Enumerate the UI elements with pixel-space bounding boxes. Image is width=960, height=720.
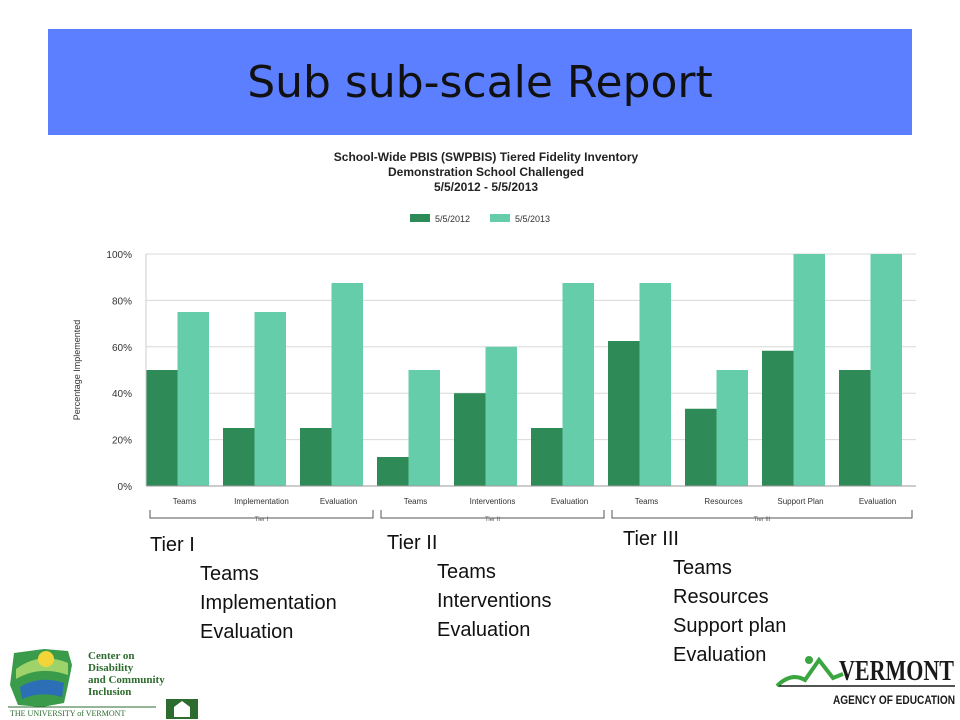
group-label: Tier III: [754, 517, 771, 523]
cdci-line: and Community: [88, 674, 165, 686]
y-tick-label: 80%: [112, 296, 132, 307]
y-tick-label: 100%: [106, 250, 132, 261]
cdci-line: Disability: [88, 662, 134, 674]
group-label: Tier I: [255, 517, 269, 523]
chart-subtitle-school: Demonstration School Challenged: [387, 165, 585, 179]
bar: [377, 457, 409, 486]
tier-2-item: Interventions: [437, 590, 552, 612]
bar: [254, 312, 286, 486]
vermont-text: VERMONT: [839, 656, 954, 687]
tier-3-item: Evaluation: [673, 644, 767, 666]
vermont-agency-logo: VERMONT AGENCY OF EDUCATION: [775, 656, 955, 707]
tier-2-list: Tier II Teams Interventions Evaluation: [387, 529, 552, 645]
bar: [177, 312, 209, 486]
tier-2-item: Teams: [437, 561, 496, 583]
y-tick-label: 60%: [112, 343, 132, 354]
bar: [562, 283, 594, 486]
bar: [762, 350, 794, 486]
tier-2-item: Evaluation: [437, 619, 531, 641]
y-axis-label: Percentage Implemented: [72, 320, 82, 421]
tier-3-item: Resources: [673, 586, 769, 608]
tier-1-list: Tier I Teams Implementation Evaluation: [150, 531, 337, 647]
cdci-line: Center on: [88, 650, 135, 662]
legend-swatch: [410, 214, 430, 222]
agency-text: AGENCY OF EDUCATION: [833, 693, 955, 707]
bar: [300, 428, 332, 486]
chart-title: School-Wide PBIS (SWPBIS) Tiered Fidelit…: [333, 150, 639, 164]
tier-3-title: Tier III: [623, 528, 679, 550]
x-tick-label: Teams: [173, 497, 197, 506]
group-label: Tier II: [485, 517, 500, 523]
x-tick-label: Support Plan: [777, 497, 823, 506]
group-bracket: [611, 510, 913, 519]
legend-swatch: [490, 214, 510, 222]
bar: [454, 393, 486, 486]
legend-label: 5/5/2012: [435, 214, 470, 224]
tier-1-item: Implementation: [200, 592, 337, 614]
chart-subtitle-dates: 5/5/2012 - 5/5/2013: [433, 180, 539, 194]
y-tick-label: 0%: [118, 482, 133, 493]
x-tick-label: Teams: [404, 497, 428, 506]
bar: [839, 370, 871, 486]
legend-label: 5/5/2013: [515, 214, 550, 224]
bar: [793, 254, 825, 486]
bar: [408, 370, 440, 486]
x-tick-label: Teams: [635, 497, 659, 506]
bar-chart: 0% 20% 40% 60% 80% 100% Percentage Implemented…: [72, 214, 916, 523]
tier-3-list: Tier III Teams Resources Support plan Ev…: [623, 525, 786, 670]
tier-3-item: Teams: [673, 557, 732, 579]
bar: [685, 408, 717, 486]
bar: [531, 428, 563, 486]
title-bar: Sub sub-scale Report: [48, 29, 912, 135]
y-tick-label: 40%: [112, 389, 132, 400]
group-bracket: [149, 510, 374, 519]
bar: [223, 428, 255, 486]
bar: [870, 254, 902, 486]
tier-2-title: Tier II: [387, 532, 438, 554]
tier-3-item: Support plan: [673, 615, 787, 637]
cdci-logo: Center on Disability and Community Inclu…: [8, 649, 198, 719]
bar: [485, 346, 517, 486]
x-tick-label: Resources: [704, 497, 742, 506]
x-tick-label: Implementation: [234, 497, 289, 506]
slide-title: Sub sub-scale Report: [247, 56, 713, 108]
tier-1-item: Teams: [200, 563, 259, 585]
x-tick-label: Evaluation: [859, 497, 896, 506]
tier-1-title: Tier I: [150, 534, 195, 556]
cdci-line: Inclusion: [88, 686, 131, 698]
x-tick-label: Interventions: [470, 497, 516, 506]
tier-1-item: Evaluation: [200, 621, 294, 643]
bar: [146, 370, 178, 486]
bar: [639, 283, 671, 486]
bar: [608, 341, 640, 486]
uvm-text: THE UNIVERSITY of VERMONT: [10, 709, 125, 718]
group-bracket: [380, 510, 605, 519]
x-tick-label: Evaluation: [320, 497, 357, 506]
bar: [331, 283, 363, 486]
y-tick-label: 20%: [112, 436, 132, 447]
bar: [716, 370, 748, 486]
x-tick-label: Evaluation: [551, 497, 588, 506]
